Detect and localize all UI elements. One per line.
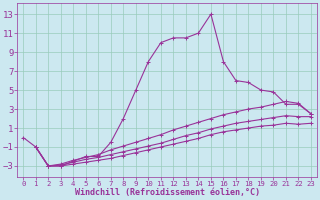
X-axis label: Windchill (Refroidissement éolien,°C): Windchill (Refroidissement éolien,°C) (75, 188, 260, 197)
